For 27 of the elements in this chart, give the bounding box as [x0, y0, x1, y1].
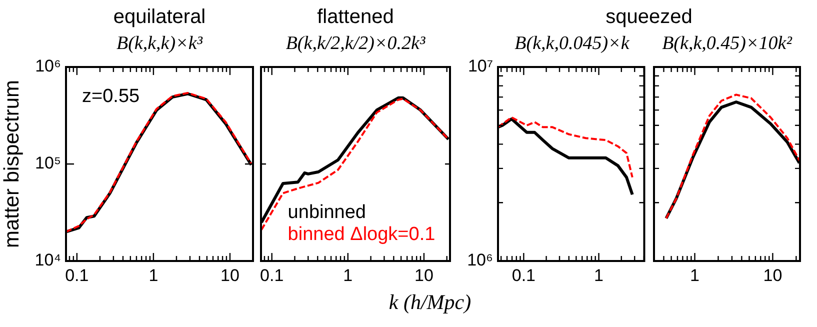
x-tick-label: 1 [343, 266, 353, 285]
chart-subtitle: B(k,k/2,k/2)×0.2k³ [284, 33, 426, 55]
chart-subtitle: B(k,k,0.45)×10k² [662, 33, 792, 54]
x-tick-label: 0.1 [512, 266, 536, 285]
chart-title: flattened [316, 6, 395, 29]
y-tick-label: 10⁶ [467, 250, 493, 270]
y-tick-label: 10⁴ [34, 250, 61, 270]
x-tick-label: 0.1 [65, 266, 89, 285]
y-tick-label: 10⁵ [35, 154, 61, 173]
x-tick-label: 10 [414, 266, 434, 285]
chart-subtitle: B(k,k,k)×k³ [115, 33, 204, 55]
x-tick-label: 1 [690, 266, 700, 285]
y-tick-label: 10⁷ [468, 56, 493, 76]
y-tick-label: 10⁶ [35, 56, 61, 76]
chart-title: squeezed [604, 6, 694, 29]
x-tick-label: 0.1 [260, 266, 284, 285]
x-tick-label: 10 [763, 266, 782, 285]
x-axis-title: k (h/Mpc) [388, 290, 472, 315]
x-tick-label: 10 [220, 266, 240, 285]
y-axis-title: matter bispectrum [0, 80, 24, 248]
x-tick-label: 1 [148, 266, 158, 285]
chart-subtitle: B(k,k,0.045)×k [514, 33, 630, 54]
series-label: unbinned [288, 202, 366, 224]
annotation: z=0.55 [82, 86, 140, 108]
x-tick-label: 1 [594, 266, 604, 285]
chart-title: equilateral [112, 6, 207, 29]
series-label: binned Δlogk=0.1 [288, 224, 436, 246]
